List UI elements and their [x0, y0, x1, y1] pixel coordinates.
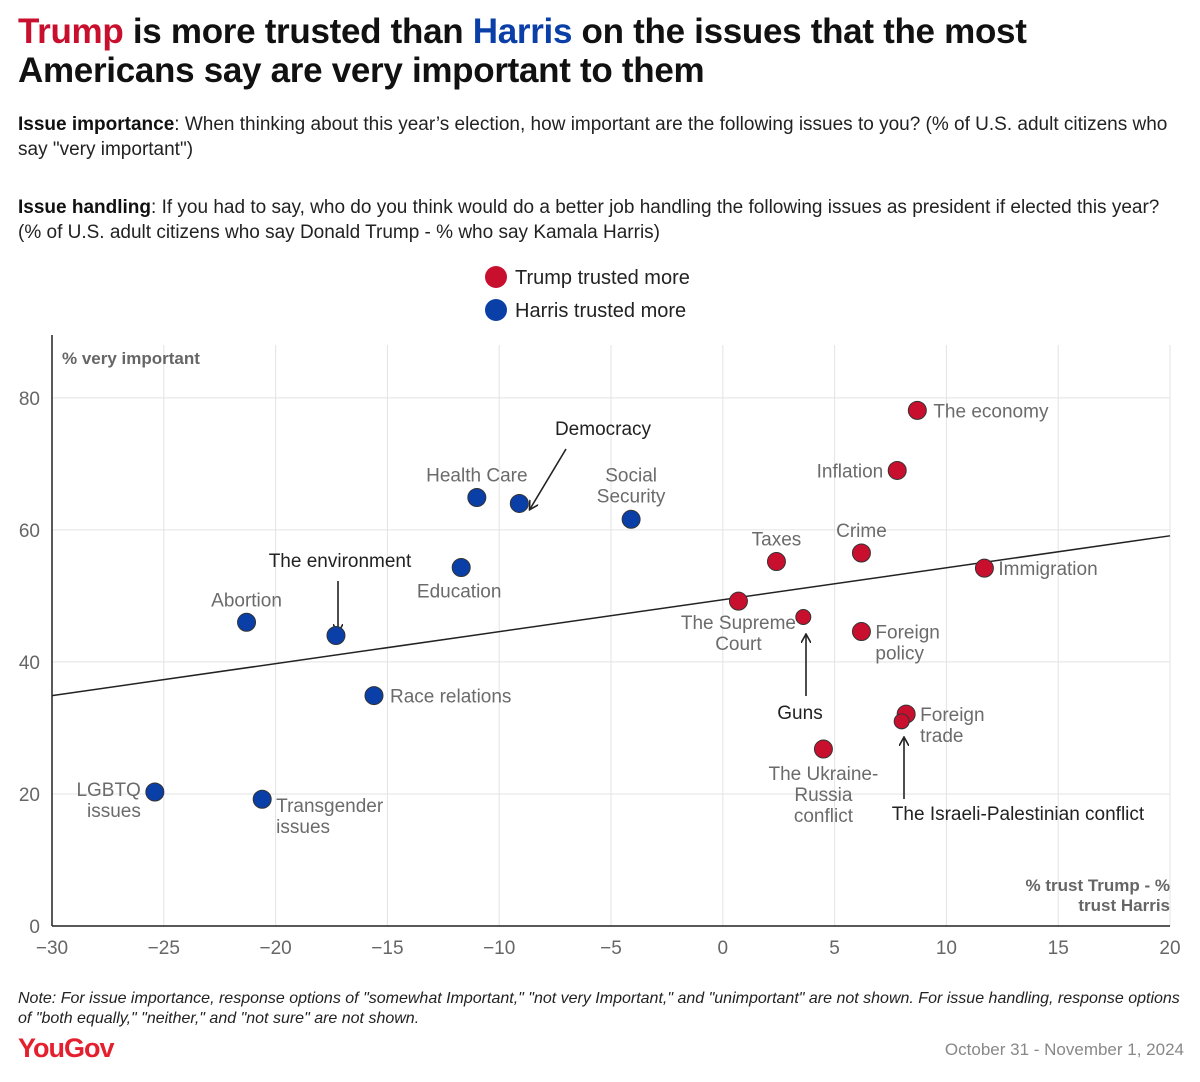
page-title: Trump is more trusted than Harris on the…	[18, 12, 1188, 90]
point-foreign-policy	[851, 622, 871, 642]
point-the-supreme-court	[728, 591, 748, 611]
title-text-b: on the issues that the most Americans sa…	[18, 12, 1027, 90]
title-harris: Harris	[472, 12, 573, 51]
title-text-a: is more trusted than	[123, 12, 473, 51]
point-health-care	[467, 488, 487, 508]
label-lgbtq-issues: LGBTQ issues	[76, 780, 140, 822]
y-axis-title: % very important	[62, 349, 200, 368]
point-the-israeli-palestinian-conflict	[893, 713, 910, 730]
label-crime: Crime	[836, 521, 887, 542]
label-abortion: Abortion	[211, 590, 282, 611]
point-inflation	[887, 460, 907, 480]
x-tick-label: −15	[371, 938, 403, 959]
label-taxes: Taxes	[752, 530, 802, 551]
x-tick-label: −25	[148, 938, 180, 959]
point-social-security	[621, 509, 641, 529]
label-foreign-trade: Foreign trade	[920, 705, 984, 747]
point-crime	[851, 543, 871, 563]
point-transgender-issues	[252, 789, 272, 809]
label-transgender-issues: Transgender issues	[276, 796, 384, 838]
footnote: Note: For issue importance, response opt…	[18, 990, 1180, 1027]
x-tick-label: −10	[483, 938, 515, 959]
point-guns	[795, 609, 812, 626]
x-tick-label: 15	[1048, 938, 1069, 959]
x-axis-title: % trust Trump - % trust Harris	[1025, 876, 1170, 915]
issue-handling-text: : If you had to say, who do you think wo…	[18, 197, 1160, 243]
point-education	[451, 557, 471, 577]
legend-harris-label: Harris trusted more	[515, 300, 687, 322]
point-abortion	[237, 612, 257, 632]
y-tick-label: 40	[19, 653, 40, 674]
yougov-logo: YouGov	[18, 1033, 115, 1063]
label-education: Education	[417, 581, 502, 602]
issue-handling-label: Issue handling	[18, 197, 152, 218]
point-the-environment	[326, 626, 346, 645]
point-immigration	[974, 558, 994, 578]
x-tick-label: 0	[718, 938, 729, 959]
x-tick-label: −5	[600, 938, 622, 959]
x-tick-label: 20	[1159, 938, 1180, 959]
label-immigration: Immigration	[998, 559, 1097, 580]
label-the-supreme-court: The Supreme Court	[681, 613, 796, 655]
label-race-relations: Race relations	[390, 687, 511, 708]
annotation-democracy: Democracy	[555, 419, 652, 440]
x-tick-label: −30	[36, 938, 68, 959]
point-the-ukraine-russia-conflict	[813, 739, 833, 759]
scatter-chart: −30 −25 −20 −15 −10 −5 0 5 10 15 20 0 20 40 60 80 % very…	[19, 335, 1181, 959]
point-the-economy	[907, 400, 927, 420]
issue-importance-label: Issue importance	[18, 114, 175, 135]
label-social-security: Social Security	[597, 465, 666, 507]
x-tick-label: 5	[829, 938, 840, 959]
x-tick-label: 10	[936, 938, 957, 959]
point-race-relations	[364, 686, 384, 706]
y-tick-label: 0	[29, 917, 40, 938]
annotation-the-israeli-palestinian-conflict: The Israeli-Palestinian conflict	[892, 804, 1145, 825]
legend-harris-dot	[485, 299, 507, 321]
annotation-guns: Guns	[777, 703, 822, 724]
legend-trump: Trump trusted more	[485, 266, 690, 290]
arrow-democracy	[530, 448, 567, 509]
point-democracy	[509, 493, 529, 513]
point-lgbtq-issues	[145, 782, 165, 802]
x-tick-label: −20	[259, 938, 291, 959]
annotation-the-environment: The environment	[269, 551, 412, 572]
label-foreign-policy: Foreign policy	[875, 623, 939, 665]
fieldwork-date: October 31 - November 1, 2024	[944, 1040, 1184, 1059]
label-inflation: Inflation	[817, 461, 884, 482]
y-tick-label: 20	[19, 785, 40, 806]
legend-harris: Harris trusted more	[485, 299, 686, 323]
label-the-economy: The economy	[933, 401, 1049, 422]
issue-importance-question: Issue importance: When thinking about th…	[18, 112, 1183, 162]
point-taxes	[766, 552, 786, 572]
legend-trump-dot	[485, 266, 507, 288]
issue-handling-question: Issue handling: If you had to say, who d…	[18, 195, 1183, 245]
label-the-ukraine-russia-conflict: The Ukraine-Russia conflict	[769, 764, 879, 827]
y-tick-label: 80	[19, 389, 40, 410]
issue-importance-text: : When thinking about this year’s electi…	[18, 114, 1168, 160]
legend-trump-label: Trump trusted more	[515, 267, 690, 289]
title-trump: Trump	[18, 12, 124, 51]
label-health-care: Health Care	[426, 466, 527, 487]
y-tick-label: 60	[19, 521, 40, 542]
